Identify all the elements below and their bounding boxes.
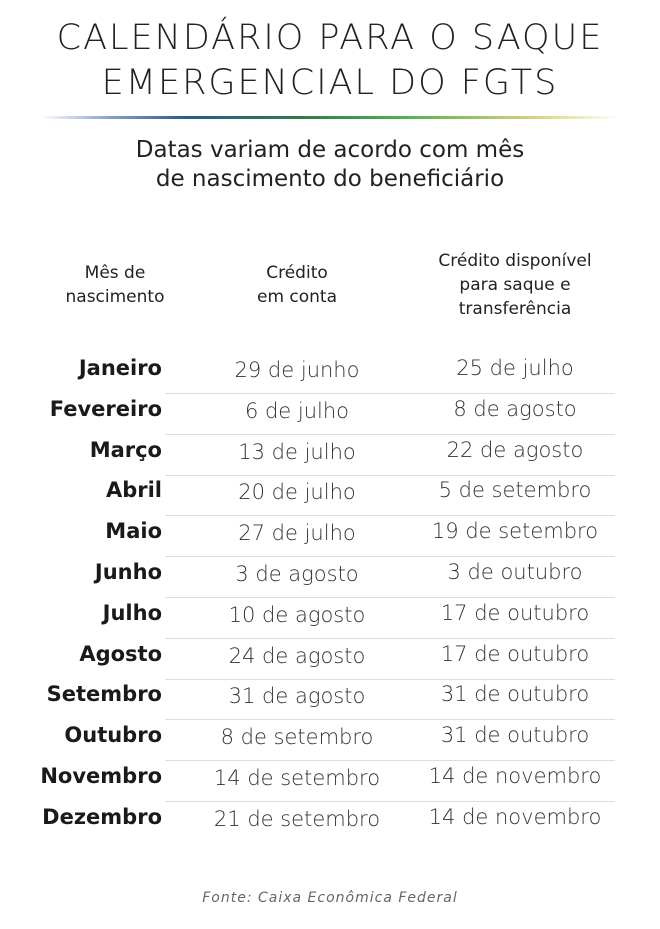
credit-date-cell: 21 de setembro (213, 806, 381, 831)
table-row: Novembro 14 de setembro 14 de novembro (0, 764, 660, 805)
available-date-cell: 25 de julho (456, 356, 574, 380)
credit-date-cell: 24 de agosto (228, 643, 366, 668)
header-text: em conta (256, 287, 338, 307)
available-date-cell: 14 de novembro (428, 804, 602, 829)
row-divider (165, 597, 615, 598)
month-cell: Janeiro (78, 356, 162, 380)
row-divider (165, 801, 615, 802)
header-text: Crédito disponível (438, 251, 592, 271)
row-divider (165, 719, 615, 721)
row-divider (165, 760, 615, 762)
available-date-cell: 17 de outubro (440, 600, 590, 625)
subtitle-line-2: de nascimento do beneficiário (155, 166, 505, 192)
header-text: transferência (458, 299, 572, 319)
month-cell: Agosto (79, 641, 162, 666)
table-row: Março 13 de julho 22 de agosto (0, 438, 660, 479)
title-line-2: EMERGENCIAL DO FGTS (101, 63, 559, 103)
header-credit-available: Crédito disponível para saque e transfer… (405, 249, 625, 321)
available-date-cell: 31 de outubro (440, 682, 590, 707)
header-credit-account: Crédito em conta (217, 261, 377, 309)
table-row: Janeiro 29 de junho 25 de julho (0, 356, 660, 397)
month-cell: Abril (105, 478, 162, 503)
table-row: Agosto 24 de agosto 17 de outubro (0, 642, 660, 683)
credit-date-cell: 31 de agosto (228, 684, 366, 709)
available-date-cell: 5 de setembro (438, 478, 592, 503)
row-divider (165, 678, 615, 680)
credit-date-cell: 8 de setembro (220, 725, 374, 750)
available-date-cell: 14 de novembro (428, 764, 602, 788)
row-divider (165, 393, 615, 394)
available-date-cell: 22 de agosto (446, 437, 584, 462)
available-date-cell: 3 de outubro (447, 560, 583, 584)
credit-date-cell: 13 de julho (238, 439, 356, 464)
header-text: nascimento (65, 287, 165, 307)
credit-date-cell: 14 de setembro (213, 766, 381, 790)
credit-date-cell: 27 de julho (238, 521, 356, 546)
month-cell: Maio (105, 519, 162, 544)
table-row: Outubro 8 de setembro 31 de outubro (0, 723, 660, 764)
subtitle-line-1: Datas variam de acordo com mês (135, 137, 525, 163)
table-row: Julho 10 de agosto 17 de outubro (0, 601, 660, 642)
table-row: Junho 3 de agosto 3 de outubro (0, 560, 660, 601)
table-row: Maio 27 de julho 19 de setembro (0, 519, 660, 560)
table-row: Setembro 31 de agosto 31 de outubro (0, 682, 660, 723)
month-cell: Dezembro (42, 804, 162, 829)
table-row: Abril 20 de julho 5 de setembro (0, 478, 660, 519)
row-divider (165, 556, 615, 558)
available-date-cell: 17 de outubro (440, 641, 590, 666)
credit-date-cell: 3 de agosto (235, 562, 359, 586)
credit-date-cell: 6 de julho (244, 398, 350, 423)
table-row: Fevereiro 6 de julho 8 de agosto (0, 397, 660, 438)
title-line-1: CALENDÁRIO PARA O SAQUE (56, 18, 604, 58)
source-note: Fonte: Caixa Econômica Federal (202, 890, 458, 906)
header-text: Mês de (84, 263, 146, 283)
header-text: para saque e (459, 275, 571, 295)
month-cell: Março (89, 437, 162, 462)
table-row: Dezembro 21 de setembro 14 de novembro (0, 805, 660, 846)
gradient-divider (40, 116, 620, 119)
row-divider (165, 433, 615, 435)
month-cell: Junho (94, 560, 162, 584)
available-date-cell: 19 de setembro (431, 519, 599, 544)
row-divider (165, 515, 615, 517)
credit-date-cell: 29 de junho (234, 358, 360, 382)
available-date-cell: 31 de outubro (440, 723, 590, 748)
available-date-cell: 8 de agosto (453, 396, 577, 421)
month-cell: Outubro (64, 723, 162, 748)
month-cell: Novembro (40, 764, 162, 788)
credit-date-cell: 10 de agosto (228, 602, 366, 627)
month-cell: Julho (102, 600, 162, 625)
row-divider (165, 474, 615, 476)
header-birth-month: Mês de nascimento (40, 261, 190, 309)
header-text: Crédito (266, 263, 328, 283)
month-cell: Fevereiro (49, 396, 162, 421)
month-cell: Setembro (46, 682, 162, 707)
row-divider (165, 637, 615, 639)
credit-date-cell: 20 de julho (238, 480, 356, 505)
